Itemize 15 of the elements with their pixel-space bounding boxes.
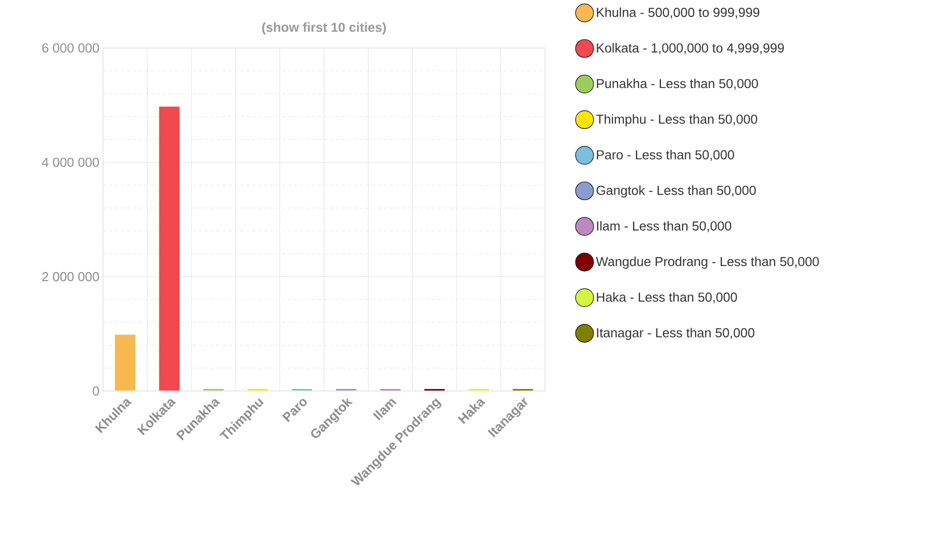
y-tick-label: 4 000 000 [42, 158, 99, 167]
y-tick-label: 0 [92, 386, 99, 396]
legend-label: Itanagar - Less than 50,000 [597, 328, 754, 340]
legend-label: Thimphu - Less than 50,000 [596, 114, 758, 126]
legend-label: Haka - Less than 50,000 [596, 292, 737, 304]
legend-label: Kolkata - 1,000,000 to 4,999,999 [596, 43, 784, 54]
legend-label: Paro - Less than 50,000 [596, 150, 734, 161]
chart-title: (show first 10 cities) [262, 22, 386, 34]
y-tick-label: 6 000 000 [42, 43, 99, 53]
legend-label: Khulna - 500,000 to 999,999 [596, 7, 760, 19]
legend-label: Wangdue Prodrang - Less than 50,000 [596, 256, 819, 269]
legend-label: Ilam - Less than 50,000 [597, 221, 732, 232]
legend-label: Punakha - Less than 50,000 [596, 78, 758, 90]
y-tick-label: 2 000 000 [42, 272, 99, 282]
legend-label: Gangtok - Less than 50,000 [596, 185, 756, 198]
